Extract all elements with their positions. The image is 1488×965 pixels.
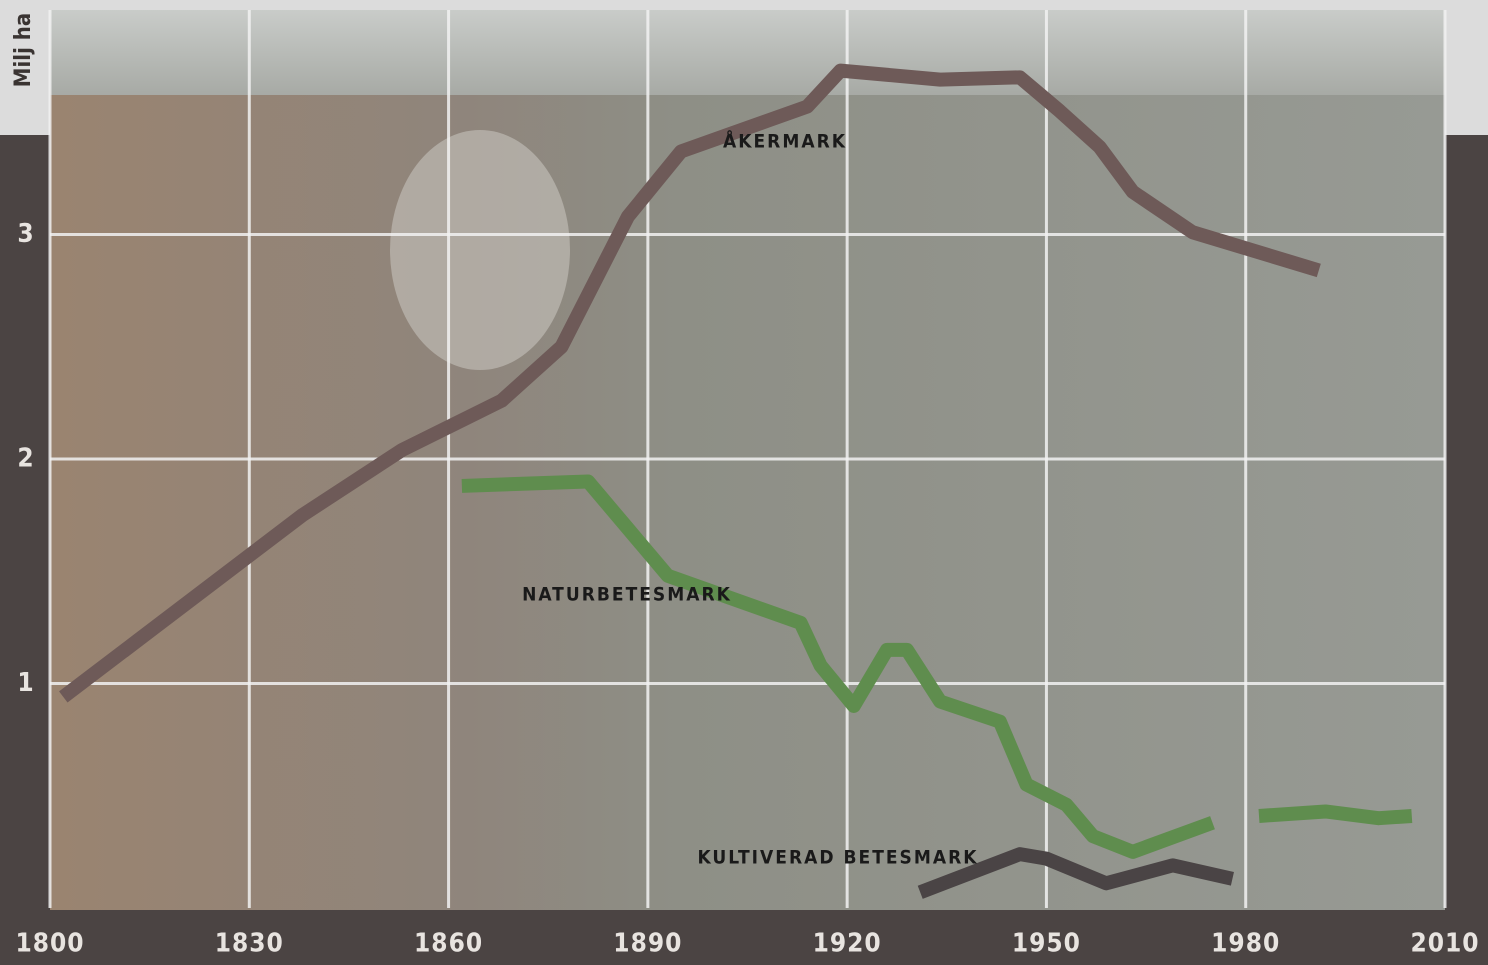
x-tick-label: 2010 [1410, 929, 1479, 959]
y-tick-label: 1 [17, 668, 34, 698]
x-tick-label: 1800 [15, 929, 84, 959]
x-tick-label: 1920 [813, 929, 882, 959]
chart: Milj ha ÅKERMARK NATURBETESMARK KULTIVERAD… [0, 0, 1488, 965]
series-label: KULTIVERAD BETESMARK [697, 847, 978, 869]
x-tick-label: 1860 [414, 929, 483, 959]
photo-cow [390, 130, 570, 370]
series-line [1259, 811, 1412, 818]
x-tick-label: 1830 [215, 929, 284, 959]
y-axis-label: Milj ha [11, 13, 36, 87]
x-tick-label: 1950 [1012, 929, 1081, 959]
photo-sky [50, 10, 1445, 95]
y-tick-label: 3 [17, 219, 34, 249]
series-label: NATURBETESMARK [522, 584, 732, 606]
x-tick-label: 1890 [613, 929, 682, 959]
x-tick-label: 1980 [1211, 929, 1280, 959]
series-label: ÅKERMARK [723, 129, 847, 153]
page: Milj ha ÅKERMARK NATURBETESMARK KULTIVERAD… [0, 0, 1488, 965]
y-tick-label: 2 [17, 444, 34, 474]
